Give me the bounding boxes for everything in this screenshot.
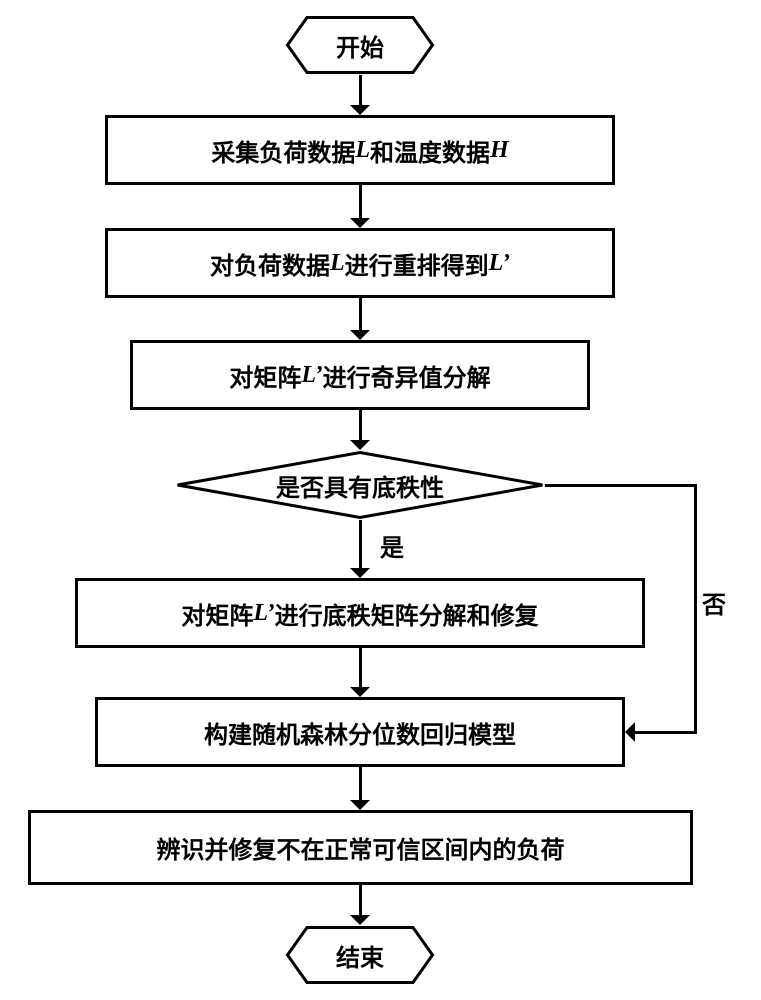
edge-e6-head [350, 800, 370, 810]
node-end: 结束 [285, 925, 435, 985]
node-start: 开始 [285, 15, 435, 75]
edge-e4 [359, 520, 362, 570]
edge-e3-head [350, 440, 370, 450]
node-p5: 构建随机森林分位数回归模型 [95, 697, 625, 767]
edge-eno-seg1 [545, 484, 697, 487]
edge-e7 [359, 885, 362, 917]
node-end-label: 结束 [336, 938, 384, 973]
edge-e4-head [350, 568, 370, 578]
node-p1: 采集负荷数据L和温度数据H [105, 115, 615, 185]
edge-eno-seg2 [694, 484, 697, 734]
node-start-label: 开始 [336, 28, 384, 63]
edge-e3 [359, 410, 362, 442]
edge-e4-label: 是 [380, 528, 404, 563]
edge-e0-head [350, 105, 370, 115]
edge-e2-head [350, 330, 370, 340]
edge-e5 [359, 648, 362, 689]
edge-e1-head [350, 218, 370, 228]
edge-e1 [359, 185, 362, 220]
node-p2: 对负荷数据L进行重排得到L’ [105, 228, 615, 298]
edge-e5-head [350, 687, 370, 697]
edge-e0 [359, 75, 362, 107]
node-p6: 辨识并修复不在正常可信区间内的负荷 [28, 810, 693, 885]
edge-eno-label: 否 [702, 585, 726, 620]
edge-e7-head [350, 915, 370, 925]
edge-eno-head [625, 722, 635, 742]
edge-e6 [359, 767, 362, 802]
edge-eno-seg3 [633, 731, 697, 734]
edge-e2 [359, 298, 362, 332]
node-d1: 是否具有底秩性 [175, 450, 545, 520]
node-p3: 对矩阵L’进行奇异值分解 [130, 340, 590, 410]
node-p4: 对矩阵L’进行底秩矩阵分解和修复 [75, 578, 645, 648]
node-d1-label: 是否具有底秩性 [276, 468, 444, 503]
